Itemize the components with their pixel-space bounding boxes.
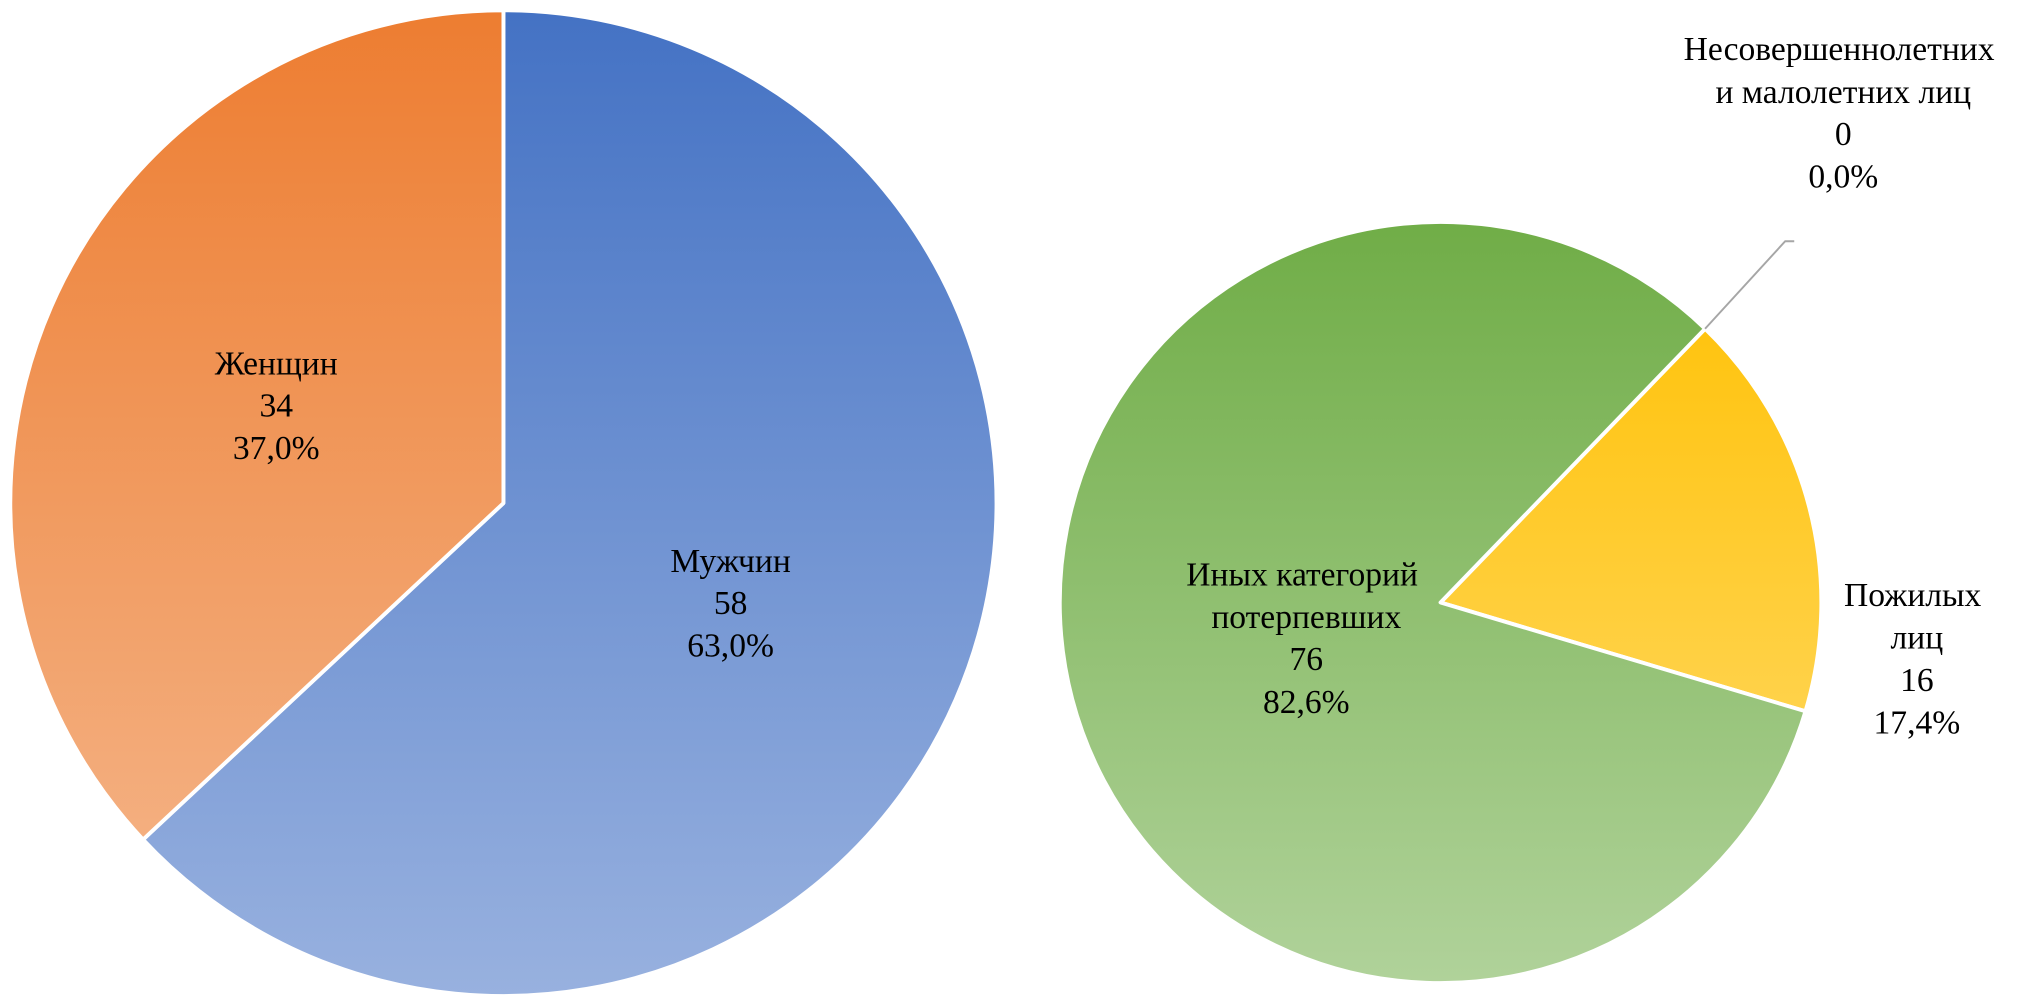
label-line: Пожилых xyxy=(1844,577,1990,614)
data-label-percent: 63,0% xyxy=(687,628,774,665)
data-label-category: Иных категорий потерпевших xyxy=(1186,556,1426,636)
data-label-category: Мужчин xyxy=(670,543,791,580)
data-label-category: Несовершеннолетних и малолетних лиц xyxy=(1684,31,2003,111)
leader-line xyxy=(1704,240,1795,330)
label-line: лиц xyxy=(1891,619,1944,656)
data-label-category: Женщин xyxy=(215,345,338,382)
data-label-value: 34 xyxy=(259,388,293,425)
data-label-percent: 82,6% xyxy=(1263,684,1350,721)
pie-slice xyxy=(141,8,999,996)
pie-slice xyxy=(8,8,506,842)
label-line: Женщин xyxy=(215,345,338,382)
label-line: Иных категорий xyxy=(1186,556,1426,593)
data-label-category: Пожилых лиц xyxy=(1844,577,1990,657)
data-label-value: 76 xyxy=(1290,641,1324,678)
data-label-percent: 37,0% xyxy=(233,430,320,467)
data-label-value: 16 xyxy=(1900,662,1934,699)
pie-slice xyxy=(1057,219,1808,986)
data-label-value: 0 xyxy=(1835,116,1852,153)
label-line: Мужчин xyxy=(670,543,791,580)
label-line: потерпевших xyxy=(1211,599,1401,636)
pie-slice xyxy=(1438,326,1824,714)
data-label-value: 58 xyxy=(714,585,748,622)
label-line: и малолетних лиц xyxy=(1715,74,1971,111)
data-label-percent: 0,0% xyxy=(1808,159,1878,196)
data-label-percent: 17,4% xyxy=(1874,704,1961,741)
label-line: Несовершеннолетних xyxy=(1684,31,2003,68)
